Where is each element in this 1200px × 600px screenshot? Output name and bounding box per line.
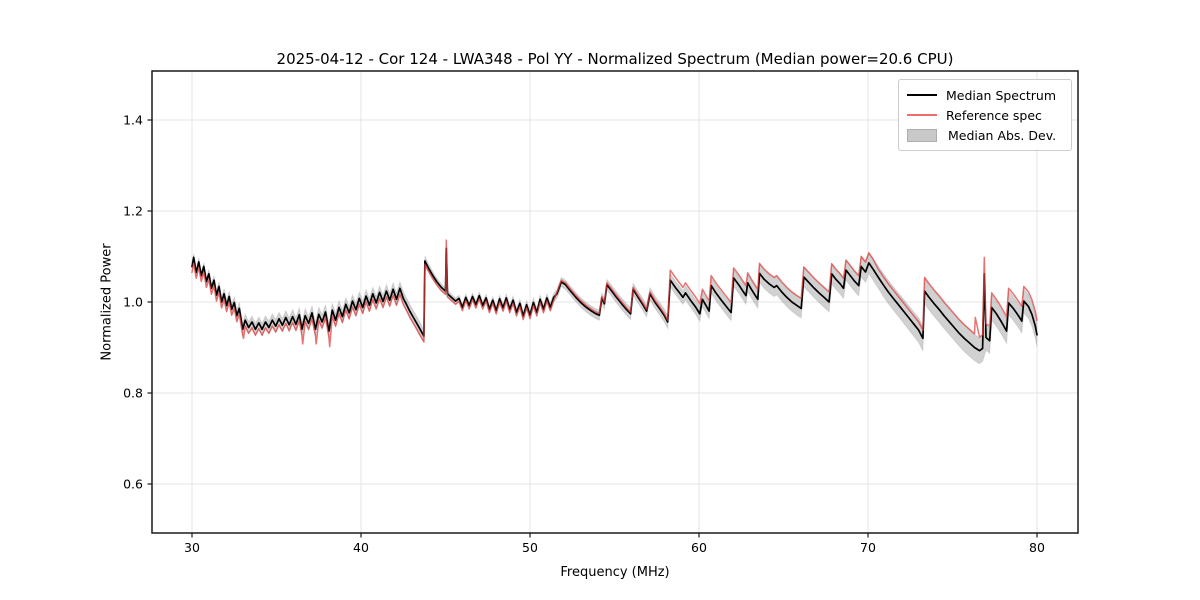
x-tick-label: 40 [353, 540, 369, 555]
y-tick-label: 1.0 [123, 295, 143, 310]
y-tick-label: 0.6 [123, 477, 143, 492]
x-tick-label: 70 [860, 540, 876, 555]
legend-label: Median Abs. Dev. [948, 127, 1057, 143]
median-spectrum-line [191, 247, 1038, 352]
y-tick-label: 0.8 [123, 386, 143, 401]
y-tick-label: 1.2 [123, 204, 143, 219]
legend-label: Reference spec [946, 107, 1042, 123]
reference-line-swatch [907, 114, 937, 116]
median-line-swatch [907, 94, 937, 96]
legend: Median Spectrum Reference spec Median Ab… [898, 79, 1072, 151]
x-tick-label: 50 [522, 540, 538, 555]
legend-item-median-abs-dev: Median Abs. Dev. [907, 125, 1063, 145]
x-tick-label: 60 [691, 540, 707, 555]
mad-patch-swatch [907, 128, 937, 142]
legend-label: Median Spectrum [946, 87, 1057, 103]
x-tick-label: 80 [1029, 540, 1045, 555]
reference-spec-line [191, 239, 1038, 348]
x-axis-label: Frequency (MHz) [560, 565, 670, 580]
legend-item-median-spectrum: Median Spectrum [907, 85, 1063, 105]
x-tick-label: 30 [184, 540, 200, 555]
chart-title: 2025-04-12 - Cor 124 - LWA348 - Pol YY -… [276, 50, 954, 68]
mad-band [191, 251, 1038, 365]
y-tick-label: 1.4 [123, 113, 143, 128]
y-axis-label: Normalized Power [99, 243, 115, 361]
legend-item-reference-spec: Reference spec [907, 105, 1063, 125]
